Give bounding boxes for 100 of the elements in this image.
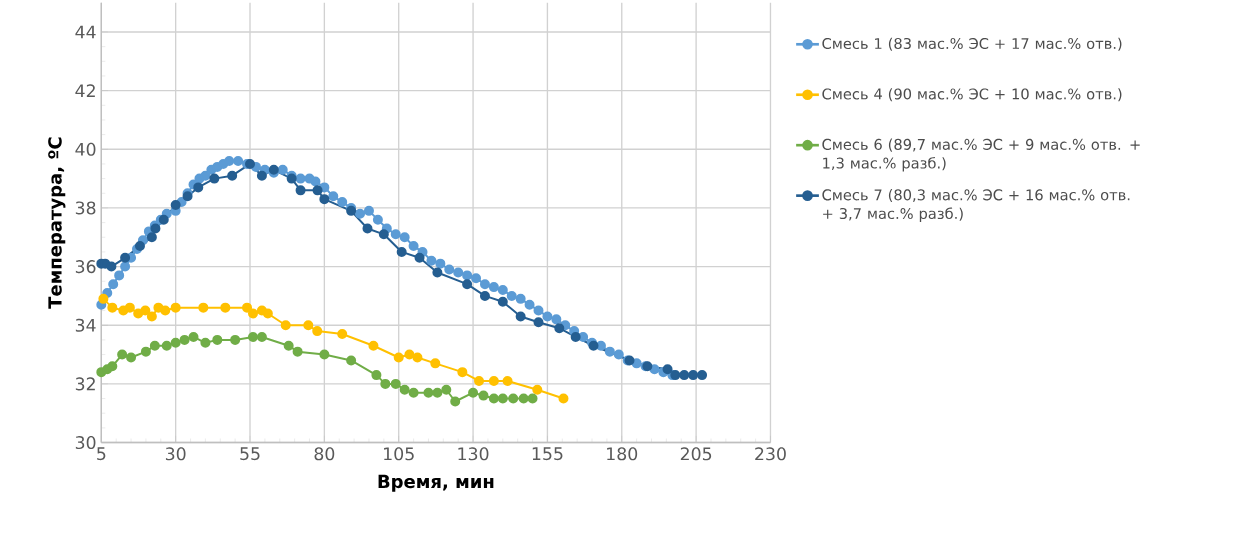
point [497, 393, 508, 404]
point [107, 361, 118, 372]
point [518, 393, 529, 404]
point [450, 396, 461, 407]
x-tick-label: 180 [607, 447, 638, 461]
point [247, 308, 258, 319]
point [256, 332, 267, 343]
point [662, 364, 673, 375]
point [193, 182, 204, 193]
point [570, 332, 581, 343]
x-tick-label: 155 [532, 447, 563, 461]
point [474, 376, 485, 387]
point [399, 384, 410, 395]
y-tick-label: 30 [75, 436, 96, 450]
x-tick-label: 55 [240, 447, 260, 461]
point [303, 320, 314, 331]
point [117, 349, 128, 360]
x-tick-label: 30 [165, 447, 186, 461]
point [371, 370, 382, 381]
point [149, 341, 160, 351]
point [414, 253, 425, 264]
x-tick-label: 205 [680, 447, 712, 461]
point [462, 279, 473, 290]
y-tick-label: 38 [75, 201, 96, 215]
point [408, 387, 419, 398]
x-tick-label: 130 [458, 447, 489, 461]
legend-label: Смесь 4 (90 мас.% ЭС + 10 мас.% отв.) [822, 88, 1122, 102]
point [396, 247, 407, 258]
point [220, 302, 231, 313]
x-tick-label: 230 [755, 447, 786, 461]
point [497, 297, 508, 308]
y-tick-label: 32 [75, 377, 95, 391]
y-tick-label: 42 [75, 84, 95, 98]
y-tick-label: 34 [75, 318, 96, 333]
point [404, 349, 415, 360]
point [478, 390, 489, 401]
y-axis-title: Температура, ºС [48, 137, 66, 309]
point [533, 317, 544, 328]
point [227, 170, 238, 181]
x-axis-title: Время, мин [378, 475, 494, 492]
point [200, 338, 211, 349]
point [230, 335, 241, 346]
point [242, 302, 253, 313]
point [140, 305, 151, 316]
point [283, 341, 294, 351]
point [337, 329, 348, 340]
point [280, 320, 291, 331]
x-tick-label: 80 [314, 447, 335, 461]
point [479, 291, 490, 302]
y-tick-label: 40 [75, 142, 96, 157]
point [312, 185, 323, 196]
point [120, 253, 131, 264]
point [688, 370, 699, 381]
point [532, 384, 543, 395]
point [697, 370, 708, 381]
point [488, 393, 499, 404]
point [295, 185, 306, 196]
point [393, 352, 404, 363]
point [319, 349, 330, 360]
x-tick-label: 5 [97, 447, 106, 461]
point [378, 229, 389, 240]
y-tick-label: 36 [75, 260, 96, 274]
point [554, 323, 565, 334]
point [432, 387, 443, 398]
point [124, 302, 135, 313]
point [508, 393, 519, 404]
point [262, 308, 273, 319]
point [362, 223, 373, 234]
point [679, 370, 690, 381]
point [170, 302, 181, 313]
point [430, 358, 441, 369]
point [106, 261, 117, 272]
point [292, 346, 303, 357]
point [126, 352, 137, 363]
x-tick-label: 105 [384, 447, 414, 461]
point [170, 338, 181, 349]
point [140, 346, 151, 357]
point [256, 170, 267, 181]
point [198, 302, 209, 313]
point [170, 200, 181, 211]
point [515, 311, 526, 322]
point [146, 311, 157, 322]
point [188, 332, 199, 343]
point [441, 384, 452, 395]
point [98, 294, 109, 305]
point [368, 341, 379, 351]
point [558, 393, 569, 404]
point [488, 376, 499, 387]
point [346, 355, 357, 366]
point [247, 332, 258, 343]
point [160, 305, 171, 316]
point [380, 379, 391, 390]
point [468, 387, 479, 398]
point [502, 376, 513, 387]
point [209, 173, 220, 184]
point [423, 387, 434, 398]
y-tick-label: 44 [75, 25, 96, 39]
point [161, 341, 172, 351]
point [107, 302, 118, 313]
legend-label: Смесь 1 (83 мас.% ЭС + 17 мас.% отв.) [822, 37, 1122, 51]
